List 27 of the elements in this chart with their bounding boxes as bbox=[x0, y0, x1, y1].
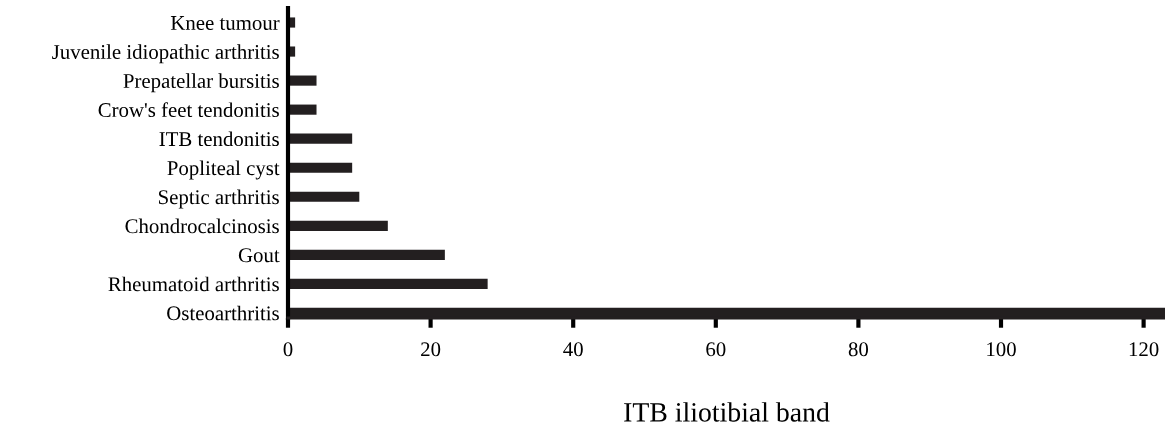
y-tick-label: Rheumatoid arthritis bbox=[108, 276, 279, 292]
bar bbox=[288, 220, 388, 231]
x-axis-title: ITB iliotibial band bbox=[624, 402, 830, 422]
y-tick-label: Osteoarthritis bbox=[167, 305, 279, 321]
y-tick-label: Knee tumour bbox=[170, 16, 280, 30]
y-tick-label: Juvenile idiopathic arthritis bbox=[52, 44, 279, 64]
bar bbox=[288, 191, 360, 202]
bar bbox=[288, 75, 317, 86]
bar bbox=[288, 162, 353, 173]
y-tick-label: Septic arthritis bbox=[158, 189, 279, 209]
bar bbox=[288, 249, 445, 260]
x-tick-label: 80 bbox=[848, 342, 869, 357]
y-tick-label: Gout bbox=[238, 248, 280, 263]
bar bbox=[288, 104, 317, 115]
x-tick-label: 0 bbox=[283, 342, 293, 357]
y-tick-label: Crow's feet tendonitis bbox=[98, 102, 279, 118]
x-tick-label: 40 bbox=[563, 342, 583, 357]
x-tick-label: 120 bbox=[1129, 342, 1159, 357]
bar bbox=[288, 133, 353, 144]
bar bbox=[288, 278, 488, 289]
x-tick-label: 100 bbox=[987, 342, 1016, 357]
y-tick-label: Prepatellar bursitis bbox=[123, 73, 279, 93]
x-tick-label: 60 bbox=[706, 342, 726, 357]
y-tick-label: Chondrocalcinosis bbox=[125, 218, 279, 234]
x-tick-label: 20 bbox=[421, 342, 441, 357]
y-tick-label: Popliteal cyst bbox=[167, 160, 280, 180]
y-tick-label: ITB tendonitis bbox=[159, 131, 279, 147]
